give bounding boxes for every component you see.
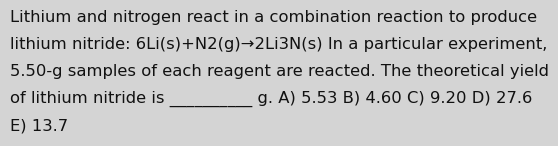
Text: Lithium and nitrogen react in a combination reaction to produce: Lithium and nitrogen react in a combinat… [10, 10, 537, 25]
Text: 5.50-g samples of each reagent are reacted. The theoretical yield: 5.50-g samples of each reagent are react… [10, 64, 549, 79]
Text: lithium nitride: 6Li(s)+N2(g)→2Li3N(s) In a particular experiment,: lithium nitride: 6Li(s)+N2(g)→2Li3N(s) I… [10, 37, 547, 52]
Text: E) 13.7: E) 13.7 [10, 118, 68, 133]
Text: of lithium nitride is __________ g. A) 5.53 B) 4.60 C) 9.20 D) 27.6: of lithium nitride is __________ g. A) 5… [10, 91, 532, 107]
